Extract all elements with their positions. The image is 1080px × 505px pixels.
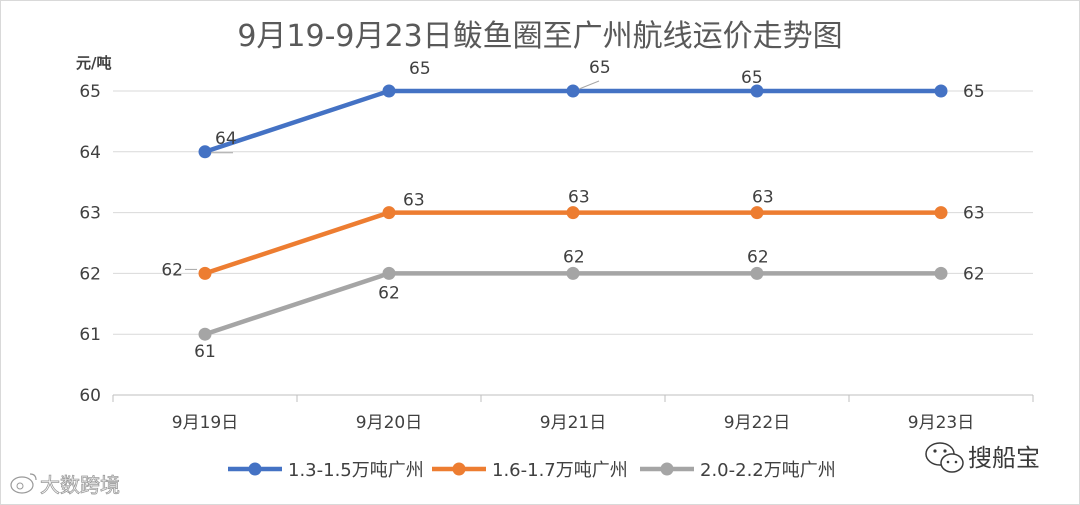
x-tick-label: 9月22日: [724, 413, 790, 433]
series-line: [202, 271, 944, 337]
watermark-left-text: 大数跨境: [40, 473, 120, 497]
data-point: [198, 145, 212, 159]
legend-marker: [660, 462, 674, 476]
legend-marker: [452, 462, 466, 476]
data-label: 62: [378, 283, 400, 303]
legend: 1.3-1.5万吨广州 1.6-1.7万吨广州 2.0-2.2万吨广州: [228, 460, 836, 481]
data-point: [750, 84, 764, 98]
chart-title: 9月19-9月23日鲅鱼圈至广州航线运价走势图: [237, 19, 842, 54]
y-axis-label: 元/吨: [76, 54, 111, 72]
label-leader-line: [578, 80, 600, 90]
watermark-left: 大数跨境: [10, 473, 120, 497]
y-tick-label: 64: [79, 143, 101, 163]
data-point: [934, 206, 948, 220]
wechat-icon: [925, 442, 964, 473]
data-point: [382, 84, 396, 98]
y-tick-label: 63: [79, 204, 101, 224]
legend-entry-label: 1.3-1.5万吨广州: [288, 460, 424, 481]
x-tick-label: 9月23日: [908, 413, 974, 433]
data-label: 65: [963, 82, 985, 102]
series-line: [202, 88, 944, 155]
data-point: [566, 266, 580, 280]
data-point: [566, 84, 580, 98]
data-point: [198, 266, 212, 280]
legend-entry-label: 1.6-1.7万吨广州: [492, 460, 628, 481]
data-label: 64: [215, 129, 237, 149]
data-label: 62: [963, 264, 985, 284]
data-label: 65: [741, 68, 763, 88]
x-tick-label: 9月20日: [356, 413, 422, 433]
x-tick-label: 9月19日: [172, 413, 238, 433]
y-tick-label: 62: [79, 264, 101, 284]
legend-marker: [248, 462, 262, 476]
data-label: 65: [589, 58, 611, 78]
data-label: 62: [747, 247, 769, 267]
y-tick-labels: 60 61 62 63 64 65: [79, 82, 101, 406]
data-point: [566, 206, 580, 220]
data-point: [198, 327, 212, 341]
series-lines: 64 65 65 65 65 62 63 63 63 63 61 62 62 62 62: [161, 58, 984, 362]
data-point: [382, 206, 396, 220]
watermark-right: 搜船宝: [925, 442, 1040, 473]
data-point: [750, 266, 764, 280]
data-label: 62: [161, 260, 183, 280]
data-point: [934, 84, 948, 98]
data-label: 63: [752, 188, 774, 208]
x-tick-label: 9月21日: [540, 413, 606, 433]
data-label: 62: [563, 247, 585, 267]
data-point: [382, 266, 396, 280]
data-label: 65: [409, 59, 431, 79]
data-label: 61: [194, 342, 216, 362]
x-tick-labels: 9月19日 9月20日 9月21日 9月22日 9月23日: [172, 413, 974, 433]
data-label: 63: [403, 191, 425, 211]
weibo-icon: [10, 473, 37, 494]
data-label: 63: [963, 204, 985, 224]
y-tick-label: 60: [79, 386, 101, 406]
y-tick-label: 61: [79, 325, 101, 345]
y-tick-label: 65: [79, 82, 101, 102]
watermark-right-text: 搜船宝: [968, 444, 1040, 472]
data-point: [750, 206, 764, 220]
legend-entry-label: 2.0-2.2万吨广州: [700, 460, 836, 481]
data-point: [934, 266, 948, 280]
data-label: 63: [568, 188, 590, 208]
